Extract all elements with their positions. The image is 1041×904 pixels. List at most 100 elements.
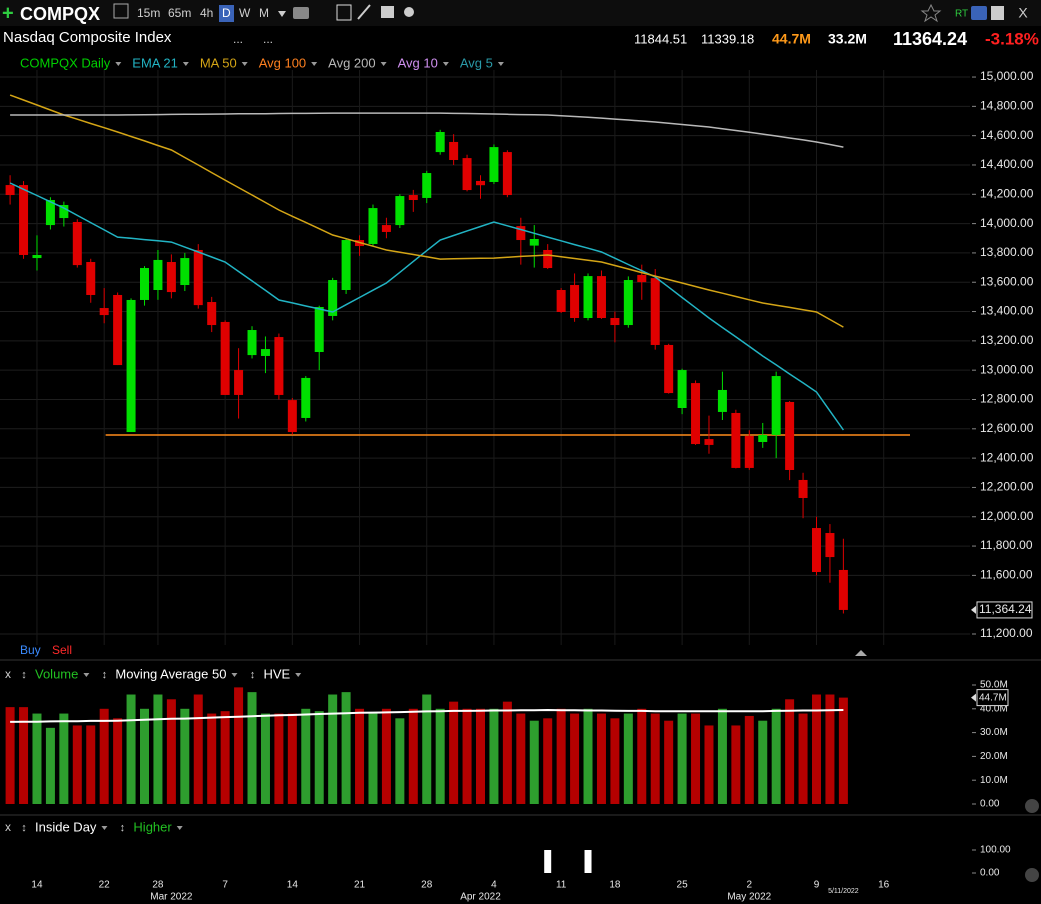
tool-icon[interactable]: [357, 4, 371, 20]
symbol[interactable]: COMPQX: [20, 4, 100, 24]
volume-bar: [166, 699, 176, 804]
volume-bar: [355, 708, 365, 804]
volume-bar: [234, 687, 244, 804]
sell-label[interactable]: Sell: [52, 643, 72, 657]
legend-item[interactable]: Volume: [35, 666, 78, 681]
candle-body: [72, 221, 82, 266]
legend-item[interactable]: Higher: [133, 819, 172, 834]
scroll-icon[interactable]: [1025, 799, 1039, 813]
volume-bar: [677, 713, 687, 804]
close-pane[interactable]: x: [5, 667, 11, 681]
x-month-label: Apr 2022: [460, 892, 501, 903]
y-tick-label: 10.0M: [980, 775, 1008, 786]
legend-dropdown[interactable]: [380, 62, 387, 66]
legend-item[interactable]: Avg 5: [460, 55, 493, 70]
volume-bar: [556, 708, 566, 804]
legend-item[interactable]: COMPQX Daily: [20, 55, 111, 70]
candle-body: [234, 370, 244, 395]
index-name: Nasdaq Composite Index: [3, 29, 172, 46]
legend-dropdown[interactable]: [231, 673, 238, 677]
timeframe[interactable]: 65m: [168, 6, 191, 20]
legend-dropdown[interactable]: [115, 62, 122, 66]
dropdown-icon[interactable]: [278, 11, 286, 17]
x-tick-label: 25: [677, 880, 689, 891]
legend-item[interactable]: Avg 100: [259, 55, 306, 70]
legend-item[interactable]: Inside Day: [35, 819, 97, 834]
y-tick-label: 40.0M: [980, 703, 1008, 714]
volume-bar: [502, 701, 512, 804]
y-tick-label: 0.00: [980, 868, 1000, 879]
legend-item[interactable]: EMA 21: [132, 55, 178, 70]
legend-dropdown[interactable]: [311, 62, 318, 66]
ma-line: [9, 182, 845, 431]
candle-body: [489, 147, 499, 182]
tool-icon[interactable]: [381, 6, 394, 18]
y-tick-label: 13,000.00: [980, 362, 1034, 376]
star-icon[interactable]: [920, 3, 942, 23]
candle-body: [301, 377, 311, 418]
signal-bar: [584, 850, 592, 873]
legend-dropdown[interactable]: [176, 826, 183, 830]
legend-dropdown[interactable]: [101, 826, 108, 830]
timeframe[interactable]: D: [222, 6, 231, 20]
volume-bar: [314, 711, 324, 804]
volume-value: 44.7M: [772, 31, 811, 47]
save-icon[interactable]: [991, 6, 1004, 20]
legend-dropdown[interactable]: [442, 62, 449, 66]
timeframe[interactable]: 15m: [137, 6, 160, 20]
tool-icon[interactable]: [336, 4, 352, 21]
legend-dropdown[interactable]: [497, 62, 504, 66]
legend-item[interactable]: Moving Average 50: [115, 666, 226, 681]
volume-bar: [758, 720, 768, 804]
volume-bar: [812, 694, 821, 804]
legend-dropdown[interactable]: [241, 62, 248, 66]
close-icon[interactable]: X: [1018, 5, 1028, 21]
candle-body: [596, 276, 606, 318]
dots[interactable]: ...: [263, 32, 273, 46]
tool-icon[interactable]: [404, 7, 414, 17]
y-tick-label: 11,600.00: [980, 568, 1033, 582]
collapse-icon[interactable]: [855, 650, 867, 656]
buy-label[interactable]: Buy: [20, 643, 41, 657]
y-tick-label: 14,400.00: [980, 157, 1034, 171]
candle-body: [328, 280, 338, 316]
volume-bar: [825, 694, 835, 804]
toolbar-bg: [0, 0, 1041, 26]
y-tick-label: 11,800.00: [980, 538, 1033, 552]
volume-bar: [45, 727, 55, 804]
volume-bar: [449, 701, 459, 804]
legend-arrow: ↕: [120, 822, 126, 834]
legend-dropdown[interactable]: [295, 673, 302, 677]
volume-bar: [543, 718, 553, 804]
x-tick-label: 28: [421, 880, 433, 891]
volume-bar: [19, 707, 29, 804]
high-value: 11844.51: [634, 31, 687, 46]
legend-item[interactable]: HVE: [263, 666, 290, 681]
timeframe[interactable]: W: [239, 6, 251, 20]
scroll-icon[interactable]: [1025, 868, 1039, 882]
legend-item[interactable]: Avg 200: [328, 55, 375, 70]
timeframe[interactable]: M: [259, 6, 269, 20]
volume-bar: [395, 718, 405, 804]
add-icon[interactable]: +: [2, 2, 14, 24]
candle-body: [5, 185, 15, 196]
legend-arrow: ↕: [21, 669, 27, 681]
y-tick-label: 12,400.00: [980, 450, 1034, 464]
candle-body: [341, 240, 351, 291]
timeframe[interactable]: 4h: [200, 6, 213, 20]
legend-item[interactable]: MA 50: [200, 55, 237, 70]
list-icon[interactable]: [113, 3, 129, 19]
rt-icon[interactable]: RT: [955, 9, 968, 20]
legend-dropdown[interactable]: [182, 62, 189, 66]
candle-body: [368, 208, 378, 244]
close-pane[interactable]: x: [5, 820, 11, 834]
volume-bar: [113, 718, 123, 804]
tool-icon[interactable]: [971, 6, 987, 20]
tool-icon[interactable]: [293, 7, 309, 19]
dots[interactable]: ...: [233, 32, 243, 46]
legend-dropdown[interactable]: [83, 673, 90, 677]
legend-item[interactable]: Avg 10: [398, 55, 438, 70]
candle-body: [45, 200, 55, 226]
volume-bar: [220, 711, 230, 804]
